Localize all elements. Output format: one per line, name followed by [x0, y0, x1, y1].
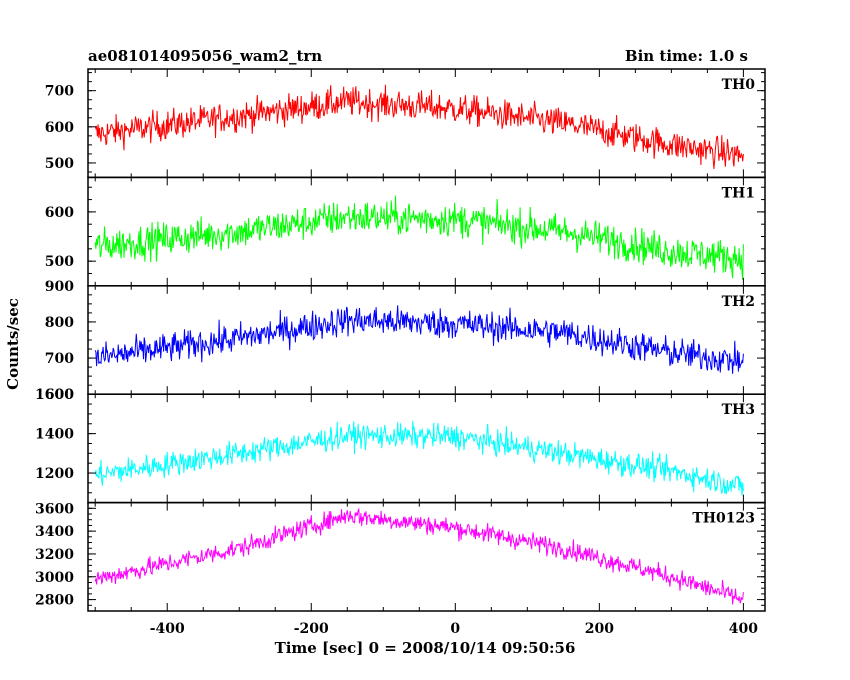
y-tick-label: 3600	[35, 501, 74, 517]
y-tick-label: 500	[45, 254, 74, 270]
x-axis-label: Time [sec] 0 = 2008/10/14 09:50:56	[275, 639, 576, 657]
series-line-th1	[94, 195, 744, 280]
panel-th0: 500 600 700 TH0	[45, 68, 766, 179]
y-tick-label: 600	[45, 205, 74, 221]
panel-frame	[87, 393, 766, 504]
y-tick-label: 1200	[35, 466, 74, 482]
y-tick-label: 500	[45, 156, 74, 172]
series-label-th2: TH2	[722, 294, 755, 310]
panel-th0123: 2800 3000 3200 3400 3600 TH0123	[35, 501, 766, 612]
series-label-th0: TH0	[722, 77, 756, 93]
x-tick-label: -400	[150, 621, 185, 637]
series-line-th2	[94, 305, 744, 374]
series-label-th0123: TH0123	[692, 511, 755, 527]
y-tick-label: 3200	[35, 547, 74, 563]
y-tick-label: 800	[45, 315, 74, 331]
y-tick-label: 1400	[35, 427, 74, 443]
x-tick-label: 400	[729, 621, 758, 637]
panel-th1: 500 600 TH1	[45, 176, 766, 287]
chart-title: ae081014095056_wam2_trn	[88, 47, 322, 65]
series-line-th0123	[94, 507, 744, 605]
panel-th2: 600 700 800 900 TH2	[45, 279, 766, 403]
y-tick-label: 900	[45, 279, 74, 295]
x-tick-label: 0	[450, 621, 460, 637]
y-axis-label: Counts/sec	[4, 298, 22, 390]
y-tick-label: 1600	[35, 387, 74, 403]
x-tick-label: -200	[294, 621, 329, 637]
series-label-th3: TH3	[722, 402, 755, 418]
y-tick-label: 700	[45, 84, 74, 100]
y-tick-label: 600	[45, 387, 74, 403]
series-line-th3	[94, 420, 744, 496]
x-tick-label: 200	[585, 621, 614, 637]
series-line-th0	[94, 84, 744, 169]
bin-time-label: Bin time: 1.0 s	[625, 47, 748, 65]
y-tick-label: 600	[45, 120, 74, 136]
y-tick-label: 3000	[35, 570, 74, 586]
series-label-th1: TH1	[722, 185, 755, 201]
y-tick-label: 700	[45, 351, 74, 367]
panel-frame	[87, 501, 766, 612]
y-tick-label: 2800	[35, 593, 74, 609]
panels-group: 500 600 700 TH0 500 600 TH1 600 700 800 900 TH2 1200…	[35, 68, 766, 612]
panel-frame	[87, 68, 766, 179]
x-axis: -400 -200 0 200 400	[150, 621, 759, 637]
y-tick-label: 3400	[35, 524, 74, 540]
panel-th3: 1200 1400 1600 TH3	[35, 387, 766, 504]
